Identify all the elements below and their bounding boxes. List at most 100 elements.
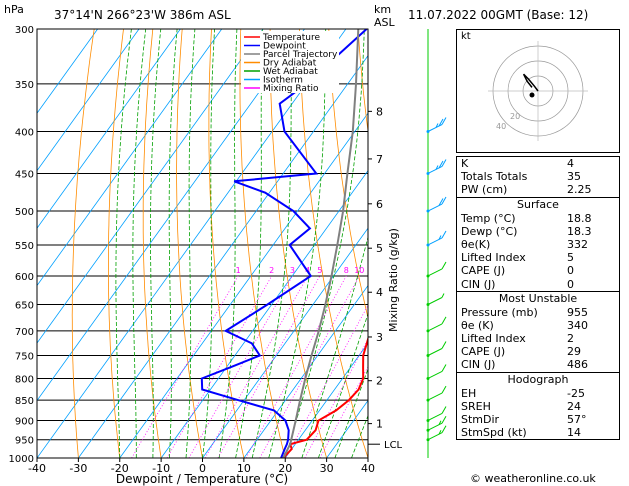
wet-adiabat [284,29,365,458]
x-tick-label: 0 [199,462,206,475]
pressure-tick-label: 300 [15,25,34,36]
pressure-tick-label: 750 [15,351,34,362]
index-row: Dewp (°C) 18.3 [457,225,619,238]
index-row: CAPE (J) 29 [457,345,619,358]
wind-barb-dot [426,171,430,175]
wind-barb-half [441,293,445,298]
mixing-ratio-line [166,275,273,458]
dry-adiabat [357,29,368,134]
index-row: PW (cm) 2.25 [457,183,619,196]
wet-adiabat [202,29,215,458]
wind-barb-flag [438,160,444,169]
index-value: 18.3 [567,224,592,238]
wet-adiabat [115,29,132,458]
index-label: StmSpd (kt) [461,426,527,440]
index-value: 340 [567,318,588,332]
pressure-tick-label: 350 [15,80,34,91]
wind-barb-half [435,123,439,128]
index-label: SREH [461,399,491,413]
index-row: CIN (J) 0 [457,278,619,291]
index-row: CIN (J) 486 [457,358,619,371]
legend-label: Dry Adiabat [263,59,317,69]
hodograph-trace [522,73,539,92]
index-value: 0 [567,277,574,291]
pressure-tick-label: 700 [15,327,34,338]
index-row: StmDir 57° [457,413,619,426]
isotherm-line [284,342,368,458]
index-label: Dewp (°C) [461,224,518,238]
wind-barb-staff [427,237,443,246]
index-label: CAPE (J) [461,345,506,359]
index-value: 4 [567,157,574,170]
hodograph-panel: 20 40 kt [456,29,620,153]
wind-barb-dot [426,398,430,402]
wind-barb-staff [427,268,443,277]
wind-barb-dot [426,438,430,442]
hodograph-ring-label: 40 [496,122,506,131]
legend-label: Wet Adiabat [263,67,318,77]
isotherm-line [37,29,181,229]
wet-adiabat [168,29,178,458]
hodograph-unit: kt [461,31,471,42]
wind-barb-staff [427,413,443,421]
wind-barb-dot [426,428,430,432]
x-tick-label: 30 [320,462,334,475]
isotherm-line [78,55,368,458]
wind-barb-half [438,235,442,240]
pressure-tick-label: 550 [15,241,34,252]
dry-adiabat [269,29,327,458]
wind-barb-staff [427,432,443,441]
surface-title: Surface [517,197,559,211]
wind-barb-staff [427,124,443,132]
isotherm-line [37,29,140,172]
index-row: Lifted Index 5 [457,251,619,264]
wind-barb-staff [427,392,443,401]
mixing-ratio-tick-label: 8 [344,266,349,275]
isotherm-line [37,29,223,287]
wind-barb-staff [427,371,443,379]
pressure-tick-label: 800 [15,374,34,385]
mixing-ratio-tick-label: 5 [317,266,322,275]
wind-barb-half [435,165,439,170]
index-label: StmDir [461,413,500,426]
wind-barb-flag [441,341,447,349]
pressure-unit: hPa [4,3,24,16]
index-label: PW (cm) [461,183,508,197]
wind-barb-flag [441,316,447,325]
mixing-ratio-tick-label: 2 [269,266,274,275]
index-row: Totals Totals 35 [457,170,619,183]
lcl-label: LCL [384,440,403,451]
isotherm-line [37,29,347,458]
hodograph-title: Hodograph [507,372,569,386]
wind-barb-half [438,429,442,435]
wind-barb-staff [427,422,443,431]
wind-barb-dot [426,418,430,422]
mixing-ratio-line [131,275,239,458]
x-tick-label: 40 [361,462,375,475]
wind-barb-flag [441,117,447,125]
index-value: 14 [567,426,581,440]
dry-adiabat [108,29,124,458]
wind-barb-staff [427,166,443,174]
wind-barb-half [438,420,442,425]
km-tick-label: 8 [376,105,383,118]
wind-barb-staff [427,348,443,356]
index-row: Lifted Index 2 [457,332,619,345]
copyright: © weatheronline.co.uk [470,472,596,485]
x-tick-label: -20 [111,462,129,475]
wind-barb-dot [426,209,430,213]
index-label: Pressure (mb) [461,305,538,319]
index-label: θe (K) [461,318,494,332]
wet-adiabat [218,29,238,458]
dry-adiabat [208,29,245,458]
wind-barb-dot [426,274,430,278]
datetime-label: 11.07.2022 00GMT (Base: 12) [408,8,588,22]
index-value: 57° [567,413,587,426]
asl-label: ASL [374,16,396,29]
most-unstable-title: Most Unstable [498,291,578,305]
pressure-tick-label: 850 [15,396,34,407]
wind-barbs [426,29,447,458]
index-value: 955 [567,305,588,319]
